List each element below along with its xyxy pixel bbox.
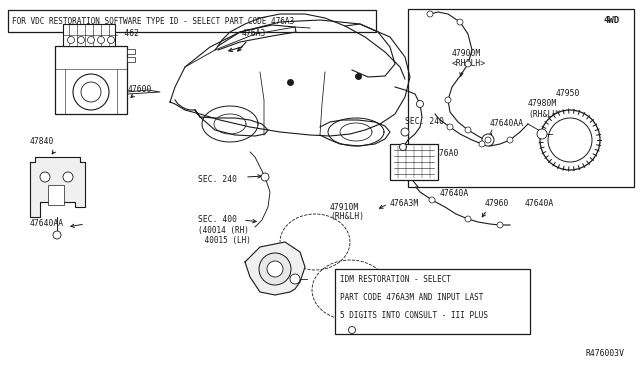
Circle shape — [485, 137, 491, 143]
Bar — [8, 10, 376, 32]
Circle shape — [401, 128, 409, 136]
Text: 47640A: 47640A — [525, 199, 554, 208]
Circle shape — [88, 36, 95, 44]
Circle shape — [548, 118, 592, 162]
Circle shape — [53, 231, 61, 239]
Circle shape — [482, 134, 494, 146]
Bar — [55, 46, 127, 114]
Circle shape — [63, 172, 73, 182]
Text: (RH&LH): (RH&LH) — [330, 212, 364, 221]
Bar — [390, 144, 438, 180]
Text: 47960: 47960 — [485, 199, 509, 208]
Text: SEC. 240: SEC. 240 — [198, 176, 237, 185]
Text: PART CODE 476A3M AND INPUT LAST: PART CODE 476A3M AND INPUT LAST — [340, 294, 483, 302]
Circle shape — [259, 253, 291, 285]
Text: 47640AA: 47640AA — [490, 119, 524, 128]
Text: 5 DIGITS INTO CONSULT - III PLUS: 5 DIGITS INTO CONSULT - III PLUS — [340, 311, 488, 321]
Text: FOR VDC RESTORATION SOFTWARE TYPE ID - SELECT PART CODE 476A3: FOR VDC RESTORATION SOFTWARE TYPE ID - S… — [12, 16, 294, 26]
Circle shape — [427, 11, 433, 17]
Bar — [63, 24, 115, 46]
Text: 47840: 47840 — [30, 138, 54, 147]
Circle shape — [429, 197, 435, 203]
Circle shape — [465, 127, 471, 133]
Text: 47640AA: 47640AA — [30, 219, 64, 228]
Circle shape — [537, 129, 547, 139]
Circle shape — [349, 327, 355, 334]
Circle shape — [67, 36, 74, 44]
Text: 476A3M: 476A3M — [390, 199, 419, 208]
Circle shape — [73, 74, 109, 110]
Circle shape — [479, 141, 485, 147]
Text: R476003V: R476003V — [586, 350, 625, 359]
Bar — [127, 49, 135, 54]
Circle shape — [417, 100, 424, 108]
Text: 40015 (LH): 40015 (LH) — [200, 235, 251, 244]
Circle shape — [399, 144, 406, 151]
Text: IDM RESTORATION - SELECT: IDM RESTORATION - SELECT — [340, 276, 451, 285]
Circle shape — [267, 261, 283, 277]
Text: (RH&LH): (RH&LH) — [528, 109, 562, 119]
Text: SEC. 240: SEC. 240 — [405, 118, 444, 126]
Circle shape — [108, 36, 115, 44]
Circle shape — [507, 137, 513, 143]
Text: 47900M: 47900M — [452, 49, 481, 58]
Bar — [408, 9, 634, 187]
Circle shape — [97, 36, 104, 44]
Text: 47910M: 47910M — [330, 202, 359, 212]
Circle shape — [445, 97, 451, 103]
Text: 47950: 47950 — [556, 90, 580, 99]
Circle shape — [457, 19, 463, 25]
Circle shape — [81, 82, 101, 102]
Text: SEC. 462: SEC. 462 — [100, 29, 139, 38]
Bar — [48, 185, 64, 205]
Text: 47640A: 47640A — [440, 189, 469, 199]
Text: 476A3: 476A3 — [242, 29, 266, 38]
Text: (40014 (RH): (40014 (RH) — [198, 225, 249, 234]
Circle shape — [540, 110, 600, 170]
Text: 476A0: 476A0 — [435, 150, 460, 158]
Text: 47980M: 47980M — [528, 99, 557, 109]
Text: 47630A: 47630A — [364, 312, 393, 321]
Text: SEC. 400: SEC. 400 — [198, 215, 237, 224]
Circle shape — [447, 124, 453, 130]
Circle shape — [40, 172, 50, 182]
Bar — [127, 57, 135, 62]
Circle shape — [77, 36, 84, 44]
Text: <RH&LH>: <RH&LH> — [452, 60, 486, 68]
Circle shape — [497, 222, 503, 228]
Circle shape — [290, 274, 300, 284]
Circle shape — [465, 61, 471, 67]
Circle shape — [465, 216, 471, 222]
Polygon shape — [245, 242, 305, 295]
Text: 4WD: 4WD — [604, 16, 620, 25]
Circle shape — [261, 173, 269, 181]
Polygon shape — [30, 157, 85, 217]
Bar — [335, 269, 530, 334]
Text: 47600: 47600 — [128, 84, 152, 93]
